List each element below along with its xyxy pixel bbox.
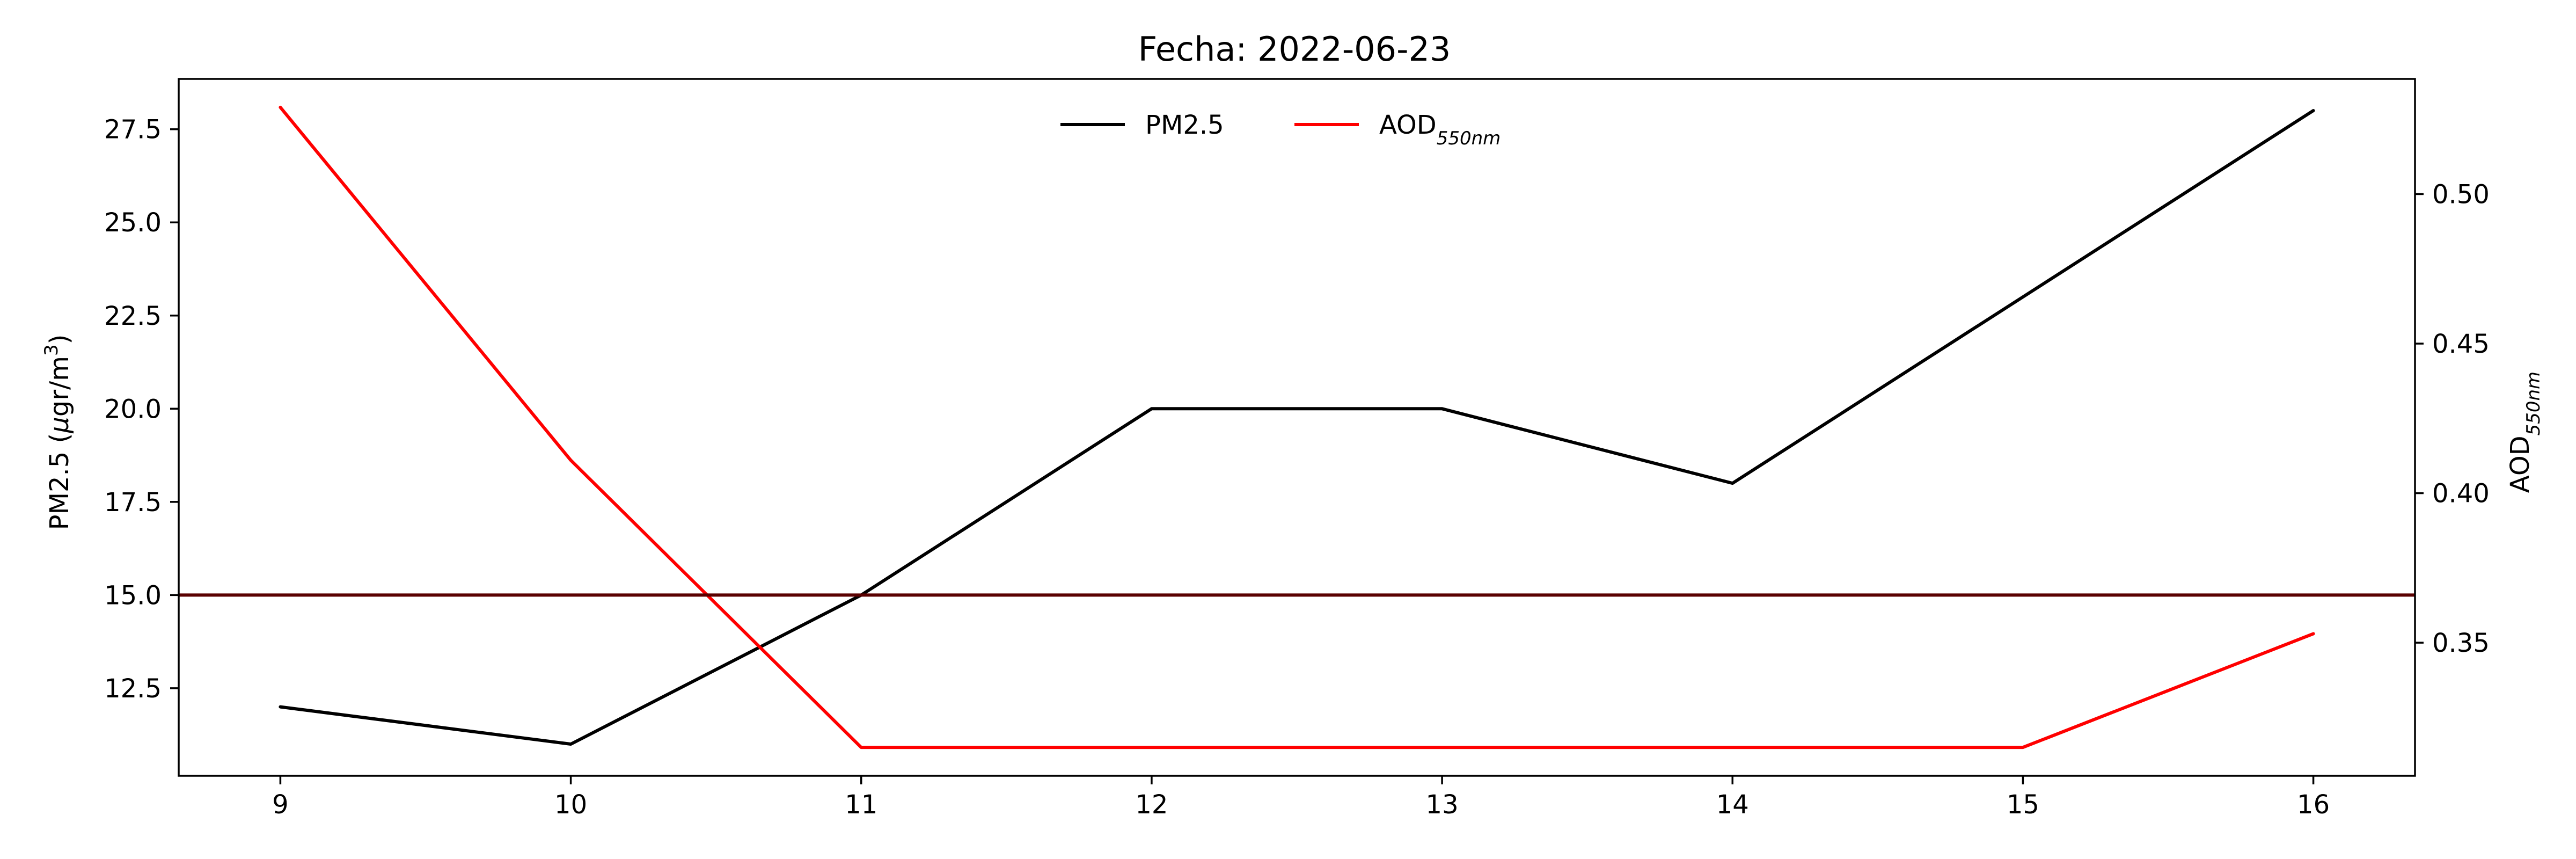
right-axis-ticks: 0.35 0.40 0.45 0.50	[2415, 179, 2490, 658]
aod-series-line	[279, 105, 2315, 749]
plot-frame	[178, 78, 2416, 777]
x-tick-label: 15	[2007, 790, 2039, 820]
plot-area	[178, 78, 2416, 777]
right-axis-label: AOD550nm	[2505, 372, 2544, 493]
x-tick-label: 16	[2297, 790, 2330, 820]
pm25-series-line	[279, 109, 2315, 746]
legend-pm25-label: PM2.5	[1145, 110, 1224, 140]
right-tick-label: 0.40	[2432, 479, 2490, 509]
left-tick-label: 25.0	[104, 208, 162, 238]
left-axis-label: PM2.5 (μgr/m3)	[41, 334, 75, 530]
x-tick-label: 11	[845, 790, 877, 820]
legend-aod-label: AOD550nm	[1379, 110, 1501, 149]
x-tick-label: 9	[272, 790, 289, 820]
left-tick-label: 20.0	[104, 394, 162, 424]
left-tick-label: 15.0	[104, 580, 162, 610]
right-tick-label: 0.50	[2432, 179, 2490, 209]
left-tick-label: 22.5	[104, 301, 162, 331]
legend: PM2.5 AOD550nm	[1060, 110, 1501, 149]
right-tick-label: 0.35	[2432, 628, 2490, 658]
left-tick-label: 12.5	[104, 674, 162, 704]
right-tick-label: 0.45	[2432, 329, 2490, 359]
x-tick-label: 14	[1716, 790, 1749, 820]
chart-title: Fecha: 2022-06-23	[1138, 30, 1451, 69]
left-tick-label: 27.5	[104, 115, 162, 145]
x-axis-ticks: 9 10 11 12 13 14 15 16	[272, 776, 2330, 820]
x-tick-label: 13	[1426, 790, 1459, 820]
left-axis-ticks: 12.5 15.0 17.5 20.0 22.5 25.0 27.5	[104, 115, 179, 704]
left-tick-label: 17.5	[104, 487, 162, 518]
x-tick-label: 10	[554, 790, 587, 820]
x-tick-label: 12	[1135, 790, 1168, 820]
